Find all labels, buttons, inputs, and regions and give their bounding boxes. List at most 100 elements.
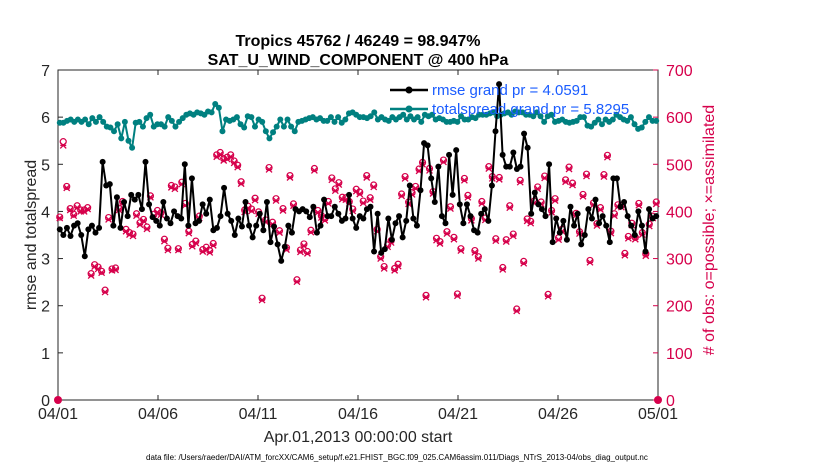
rmse-point — [528, 210, 535, 217]
rmse-point — [99, 158, 106, 165]
rmse-point — [342, 215, 349, 222]
y-tick-label-left: 0 — [41, 393, 50, 410]
y-tick-label-left: 2 — [41, 299, 50, 316]
obs-possible-point — [63, 182, 71, 191]
obs-possible-point — [216, 148, 224, 157]
rmse-point — [335, 210, 342, 217]
rmse-point — [160, 199, 167, 205]
rmse-point — [499, 151, 506, 158]
spread-point — [490, 109, 497, 116]
obs-assimilated-point — [562, 178, 570, 186]
spread-point — [595, 116, 602, 123]
rmse-point — [506, 163, 513, 170]
spread-point — [342, 116, 349, 123]
obs-possible-point — [98, 267, 106, 275]
x-tick-label: 04/21 — [438, 406, 478, 423]
rmse-point — [278, 257, 285, 264]
obs-assimilated-point — [59, 141, 67, 149]
obs-possible-point — [164, 244, 172, 252]
obs-assimilated-point — [293, 278, 301, 286]
obs-possible-point — [359, 197, 367, 205]
rmse-point — [124, 213, 131, 220]
y-tick-label-left: 3 — [41, 252, 50, 269]
rmse-point — [435, 163, 442, 170]
obs-assimilated-point — [586, 258, 594, 266]
rmse-point — [321, 196, 328, 203]
spread-point — [588, 123, 595, 130]
spread-point — [533, 109, 540, 116]
x-tick-label: 04/06 — [138, 406, 178, 423]
rmse-point — [313, 229, 320, 236]
obs-assimilated-point — [164, 246, 172, 254]
obs-assimilated-point — [66, 206, 74, 214]
spread-point — [82, 116, 89, 123]
obs-assimilated-point — [502, 238, 510, 246]
rmse-point — [135, 191, 142, 198]
y-tick-label-left: 4 — [41, 204, 50, 221]
rmse-point — [617, 203, 624, 210]
rmse-point — [560, 217, 567, 224]
obs-possible-point — [561, 176, 570, 184]
rmse-point — [431, 199, 438, 205]
rmse-point — [81, 253, 88, 260]
obs-possible-point — [335, 179, 343, 187]
obs-possible-point — [460, 174, 468, 183]
obs-possible-point — [230, 157, 238, 165]
rmse-point — [524, 144, 531, 151]
rmse-point — [310, 203, 317, 210]
obs-assimilated-point — [509, 232, 517, 240]
obs-assimilated-point — [87, 272, 95, 280]
obs-possible-point — [380, 262, 388, 271]
obs-assimilated-point — [516, 178, 524, 186]
spread-point — [176, 118, 183, 125]
rmse-point — [246, 222, 253, 229]
rmse-point — [121, 199, 128, 205]
obs-possible-point — [457, 245, 465, 253]
obs-possible-point — [551, 195, 559, 203]
obs-assimilated-point — [485, 165, 493, 172]
rmse-point — [578, 241, 585, 248]
obs-possible-point — [600, 171, 608, 179]
obs-assimilated-point — [227, 153, 235, 161]
spread-point — [642, 118, 649, 125]
rmse-point — [424, 142, 431, 149]
x-tick-label: 05/01 — [638, 406, 678, 423]
spread-point — [165, 114, 172, 121]
rmse-point — [85, 226, 92, 233]
obs-assimilated-point — [265, 166, 273, 173]
rmse-point — [167, 220, 174, 227]
obs-possible-point — [520, 257, 528, 265]
obs-assimilated-point — [56, 214, 64, 222]
rmse-point — [546, 161, 553, 168]
obs-assimilated-point — [495, 175, 503, 183]
obs-possible-point — [565, 163, 573, 171]
obs-possible-point — [568, 179, 577, 187]
rmse-layer — [56, 81, 660, 264]
obs-assimilated-point — [307, 228, 315, 236]
rmse-point — [203, 210, 210, 217]
rmse-point — [303, 208, 310, 215]
obs-assimilated-point — [460, 176, 468, 184]
spread-point — [537, 113, 544, 120]
obs-assimilated-point — [565, 165, 573, 173]
spread-point — [273, 123, 280, 130]
obs-possible-point — [338, 193, 346, 201]
y-tick-label-left: 1 — [41, 346, 50, 363]
obs-possible-point — [492, 235, 500, 243]
obs-possible-point — [101, 286, 109, 294]
rmse-point — [596, 220, 603, 227]
rmse-point — [110, 222, 117, 229]
obs-possible-point — [139, 215, 148, 224]
obs-assimilated-point — [237, 180, 245, 188]
rmse-point — [538, 206, 545, 213]
spread-point — [107, 124, 114, 131]
spread-point — [215, 104, 222, 111]
rmse-point — [231, 232, 238, 238]
obs-possible-point — [258, 294, 266, 302]
y-tick-label-right: 200 — [666, 299, 693, 316]
obs-possible-point — [474, 253, 482, 261]
obs-possible-point — [499, 263, 507, 272]
rmse-point — [567, 203, 574, 210]
obs-possible-point — [279, 205, 287, 213]
spread-point — [136, 118, 143, 125]
